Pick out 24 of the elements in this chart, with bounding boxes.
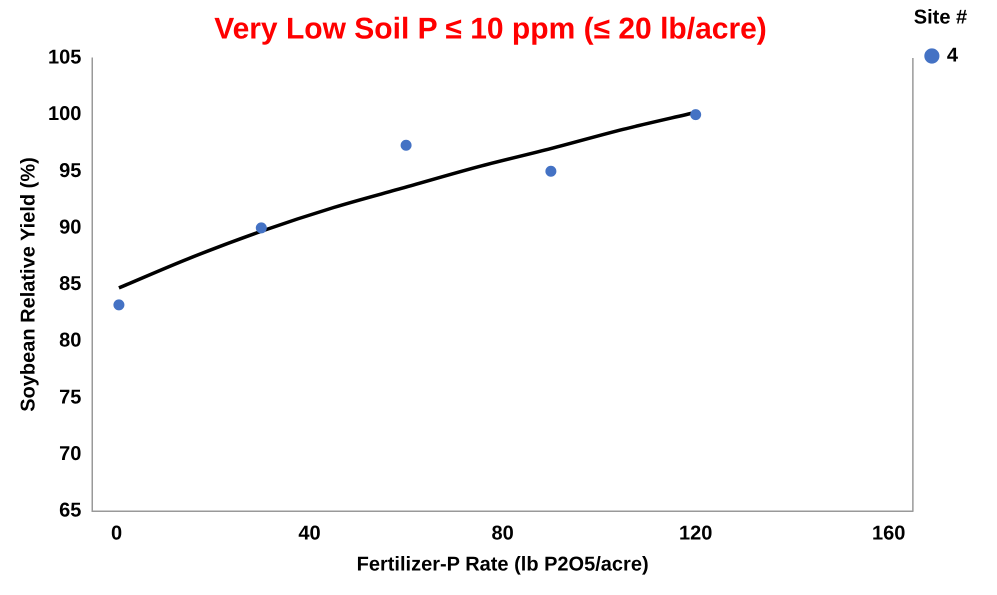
x-axis-title: Fertilizer-P Rate (lb P2O5/acre) [356,554,649,576]
y-tick-label: 80 [59,330,82,352]
y-tick-label: 85 [59,273,82,296]
point [113,299,124,310]
legend-title: Site # [914,6,968,29]
point [545,166,556,177]
y-tick-label: 75 [59,386,82,408]
chart-title: Very Low Soil P ≤ 10 ppm (≤ 20 lb/acre) [214,12,767,46]
y-tick-label: 65 [59,500,82,522]
point [400,140,412,151]
x-tick-label: 160 [872,522,906,545]
x-tick-label: 40 [298,522,321,545]
y-tick-label: 95 [59,160,82,182]
y-tick-label: 105 [48,46,82,69]
y-tick-label: 90 [59,216,82,238]
x-tick-label: 0 [110,522,122,545]
y-tick-label: 100 [48,103,82,126]
y-axis-title: Soybean Relative Yield (%) [18,157,40,412]
x-tick-label: 120 [678,522,712,545]
legend-label: 4 [946,44,959,67]
y-tick-label: 70 [59,442,82,465]
point [690,109,702,120]
point [256,222,267,234]
x-tick-label: 80 [492,522,514,545]
